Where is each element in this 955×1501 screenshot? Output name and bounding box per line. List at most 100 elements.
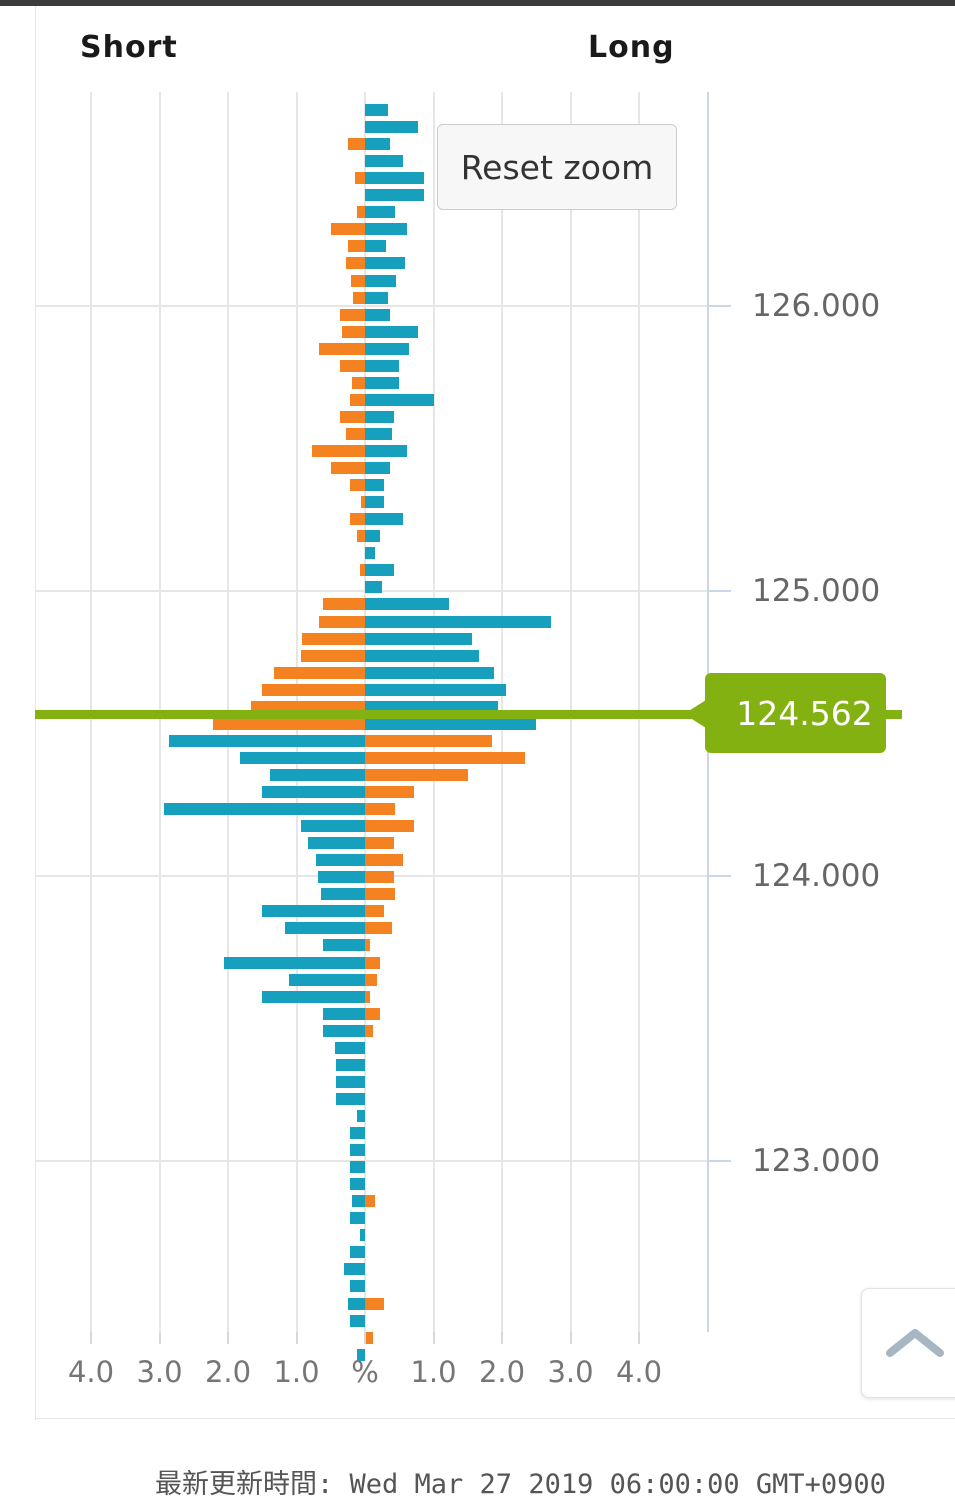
bar-right — [365, 700, 498, 713]
bar-right — [365, 138, 390, 151]
bar-left — [345, 257, 365, 270]
bar-left — [351, 376, 365, 389]
y-axis-tick — [709, 874, 731, 877]
bar-left — [342, 325, 365, 338]
bar-left — [349, 1178, 365, 1191]
y-axis-tick-label: 126.000 — [752, 287, 881, 324]
bar-right — [365, 786, 415, 798]
bar-left — [262, 683, 365, 696]
bar-left — [349, 1246, 365, 1259]
short-side-label: Short — [80, 30, 178, 65]
bar-right — [365, 104, 388, 116]
bar-left — [360, 496, 365, 509]
bar-right — [365, 155, 404, 168]
bar-right — [365, 564, 394, 577]
y-axis-tick — [709, 304, 731, 307]
bar-left — [349, 1314, 365, 1327]
last-updated-timestamp: 最新更新時間: Wed Mar 27 2019 06:00:00 GMT+090… — [155, 1469, 886, 1500]
bar-left — [347, 1297, 365, 1310]
bar-left — [269, 768, 365, 781]
bar-right — [365, 1024, 373, 1037]
bar-left — [311, 445, 365, 457]
bar-left — [336, 1075, 365, 1088]
bar-left — [323, 598, 365, 611]
bar-right — [365, 359, 400, 372]
bar-right — [365, 410, 394, 423]
bar-left — [323, 939, 365, 952]
bar-left — [319, 615, 365, 628]
bar-left — [340, 410, 365, 423]
x-axis-tick-label: 2.0 — [204, 1355, 252, 1389]
bar-left — [321, 888, 365, 901]
bar-left — [345, 427, 365, 440]
bar-left — [351, 1195, 365, 1208]
bar-right — [365, 734, 493, 747]
bar-right — [365, 649, 480, 662]
bar-left — [319, 342, 365, 355]
bar-left — [169, 734, 365, 747]
horizontal-gridline — [35, 1159, 707, 1162]
bar-right — [365, 632, 472, 645]
bar-right — [365, 547, 375, 560]
bar-left — [315, 854, 365, 867]
bar-left — [284, 922, 365, 935]
bar-right — [365, 1331, 373, 1344]
horizontal-gridline — [35, 304, 707, 307]
bar-right — [365, 666, 495, 679]
bar-left — [223, 956, 365, 969]
bar-right — [365, 683, 507, 696]
y-axis-tick-label: 123.000 — [752, 1142, 881, 1179]
bar-left — [359, 1229, 365, 1242]
bar-right — [365, 427, 392, 440]
bar-right — [365, 291, 388, 304]
bar-right — [365, 393, 434, 406]
y-axis-tick-label: 125.000 — [752, 572, 881, 609]
x-axis-tick — [569, 1332, 572, 1344]
bar-right — [365, 445, 407, 457]
chart-card-bottom-border — [35, 1418, 955, 1419]
bar-right — [365, 257, 405, 270]
bar-right — [365, 530, 381, 543]
bar-left — [340, 308, 365, 321]
bar-right — [365, 1297, 385, 1310]
scroll-to-top-button[interactable] — [861, 1288, 955, 1398]
bar-left — [357, 206, 365, 219]
bar-right — [365, 598, 449, 611]
bar-left — [353, 291, 365, 304]
bar-left — [330, 462, 365, 475]
x-axis-tick-label: 1.0 — [273, 1355, 320, 1389]
top-status-bar — [0, 0, 955, 6]
bar-right — [365, 1195, 375, 1208]
bar-left — [163, 803, 365, 816]
bar-right — [365, 172, 424, 185]
bar-left — [323, 1024, 365, 1037]
bar-right — [365, 615, 552, 628]
bar-right — [365, 751, 525, 764]
bar-left — [239, 751, 365, 764]
bar-left — [301, 632, 365, 645]
bar-left — [250, 700, 365, 713]
bar-left — [349, 479, 365, 492]
y-axis-tick-label: 124.000 — [752, 857, 881, 894]
bar-right — [365, 1007, 381, 1020]
bar-left — [349, 1280, 365, 1293]
x-axis-tick-label: % — [351, 1355, 379, 1389]
bar-left — [349, 513, 365, 526]
x-axis-tick-label: 3.0 — [136, 1355, 183, 1389]
bar-left — [349, 1212, 365, 1225]
bar-right — [365, 325, 419, 338]
bar-left — [357, 1109, 365, 1122]
bar-right — [365, 240, 387, 253]
reset-zoom-button[interactable]: Reset zoom — [437, 124, 677, 210]
bar-left — [349, 1144, 365, 1157]
x-axis-tick — [364, 1332, 366, 1344]
bar-left — [349, 1127, 365, 1139]
bar-right — [365, 308, 390, 321]
x-axis-tick — [90, 1332, 92, 1344]
bar-right — [365, 837, 394, 850]
bar-right — [365, 342, 409, 355]
bar-right — [365, 854, 404, 867]
bar-left — [300, 649, 365, 662]
bar-left — [323, 1007, 365, 1020]
